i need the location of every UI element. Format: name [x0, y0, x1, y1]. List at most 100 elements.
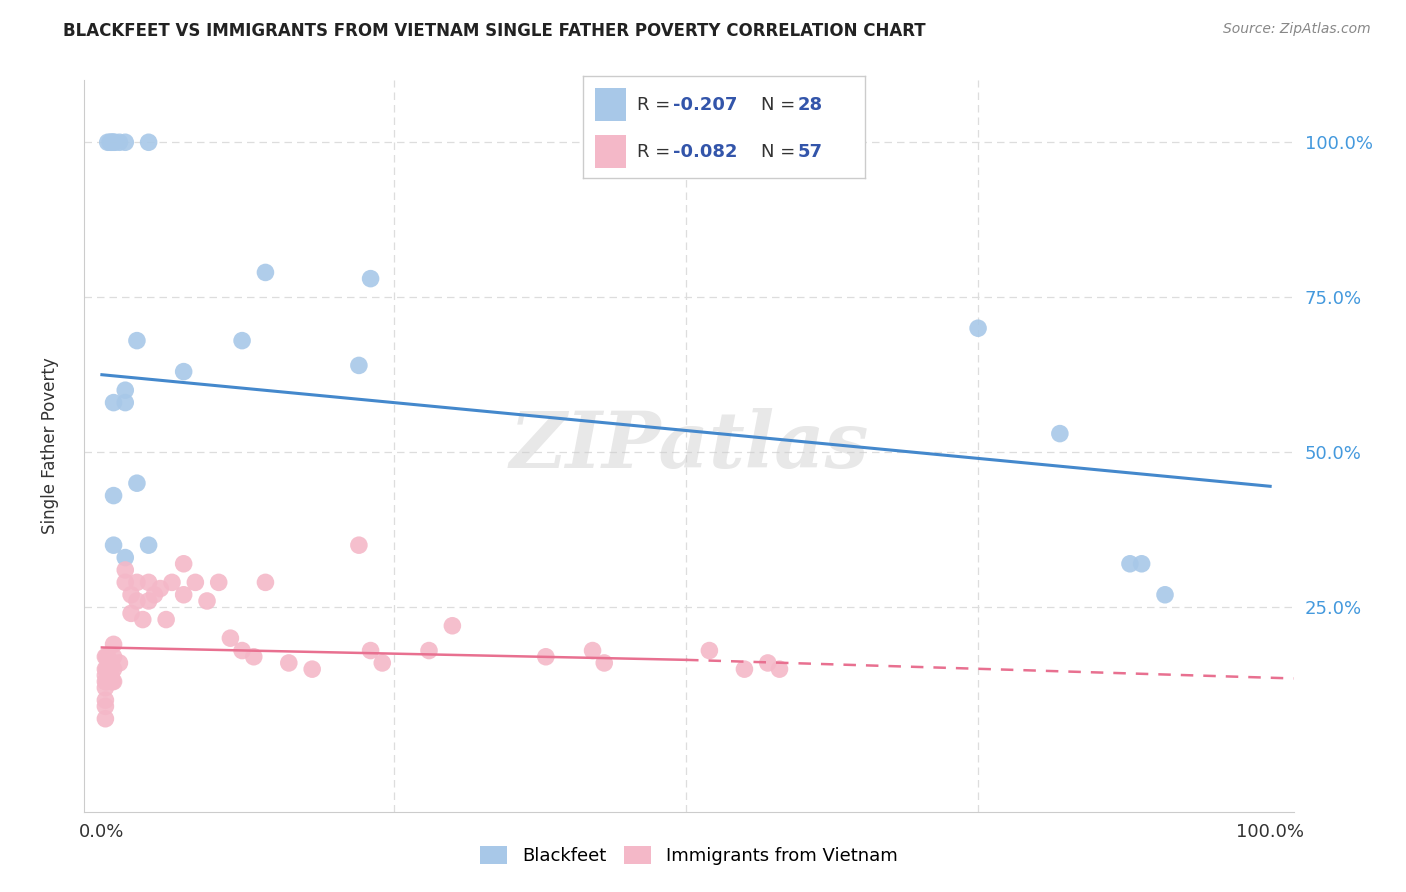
Point [103, 637, 125, 651]
Point [125, 575, 148, 590]
Point [94, 681, 117, 695]
Point [173, 588, 195, 602]
Point [103, 538, 125, 552]
Point [231, 334, 253, 348]
Point [103, 649, 125, 664]
Point [593, 656, 616, 670]
Point [94, 649, 117, 664]
Point [138, 135, 160, 149]
Point [219, 631, 242, 645]
Point [101, 135, 124, 149]
Point [114, 563, 136, 577]
Point [114, 383, 136, 397]
Point [125, 476, 148, 491]
Point [208, 575, 231, 590]
Point [173, 365, 195, 379]
Point [114, 575, 136, 590]
Point [347, 538, 370, 552]
Point [360, 271, 382, 285]
Point [301, 662, 323, 676]
Point [534, 649, 557, 664]
Point [114, 550, 136, 565]
Point [254, 265, 277, 279]
Point [108, 656, 131, 670]
Point [242, 649, 264, 664]
Point [97, 135, 120, 149]
Point [120, 607, 142, 621]
Text: ZIPatlas: ZIPatlas [509, 408, 869, 484]
Point [254, 575, 277, 590]
Point [97, 656, 120, 670]
Point [231, 643, 253, 657]
Point [114, 395, 136, 409]
Point [98, 135, 121, 149]
Point [581, 643, 603, 657]
Text: Source: ZipAtlas.com: Source: ZipAtlas.com [1223, 22, 1371, 37]
Point [143, 588, 166, 602]
Point [96, 674, 118, 689]
Point [103, 135, 125, 149]
Point [699, 643, 721, 657]
Point [94, 674, 117, 689]
Point [101, 674, 124, 689]
Point [103, 489, 125, 503]
Point [138, 575, 160, 590]
Text: BLACKFEET VS IMMIGRANTS FROM VIETNAM SINGLE FATHER POVERTY CORRELATION CHART: BLACKFEET VS IMMIGRANTS FROM VIETNAM SIN… [63, 22, 927, 40]
Point [277, 656, 299, 670]
Point [967, 321, 990, 335]
Text: 57: 57 [797, 143, 823, 161]
Point [94, 693, 117, 707]
Point [1119, 557, 1142, 571]
Point [441, 619, 464, 633]
Point [733, 662, 755, 676]
Point [120, 588, 142, 602]
Point [132, 613, 155, 627]
Point [173, 557, 195, 571]
Point [103, 395, 125, 409]
Text: 28: 28 [797, 95, 823, 113]
Point [125, 334, 148, 348]
Point [184, 575, 207, 590]
Bar [595, 88, 626, 121]
Point [97, 649, 120, 664]
Point [138, 594, 160, 608]
Point [768, 662, 790, 676]
Text: R =: R = [637, 95, 676, 113]
Point [108, 135, 131, 149]
Point [100, 668, 122, 682]
Point [149, 582, 172, 596]
Point [114, 135, 136, 149]
Point [360, 643, 382, 657]
Point [94, 699, 117, 714]
Legend: Blackfeet, Immigrants from Vietnam: Blackfeet, Immigrants from Vietnam [474, 838, 904, 872]
Point [94, 668, 117, 682]
Point [160, 575, 183, 590]
Point [1130, 557, 1153, 571]
Point [98, 662, 121, 676]
Point [104, 135, 127, 149]
Point [100, 135, 122, 149]
Point [418, 643, 440, 657]
Point [125, 594, 148, 608]
Point [138, 538, 160, 552]
Text: -0.207: -0.207 [673, 95, 738, 113]
Point [195, 594, 218, 608]
Y-axis label: Single Father Poverty: Single Father Poverty [41, 358, 59, 534]
Text: N =: N = [761, 95, 800, 113]
Point [756, 656, 779, 670]
Point [103, 662, 125, 676]
Text: -0.082: -0.082 [673, 143, 738, 161]
Point [96, 649, 118, 664]
Point [1049, 426, 1071, 441]
Bar [595, 136, 626, 168]
Point [371, 656, 394, 670]
Point [155, 613, 177, 627]
Point [94, 662, 117, 676]
Point [96, 662, 118, 676]
Point [103, 674, 125, 689]
Text: N =: N = [761, 143, 800, 161]
Point [347, 359, 370, 373]
Text: R =: R = [637, 143, 676, 161]
Point [1154, 588, 1177, 602]
Point [94, 712, 117, 726]
